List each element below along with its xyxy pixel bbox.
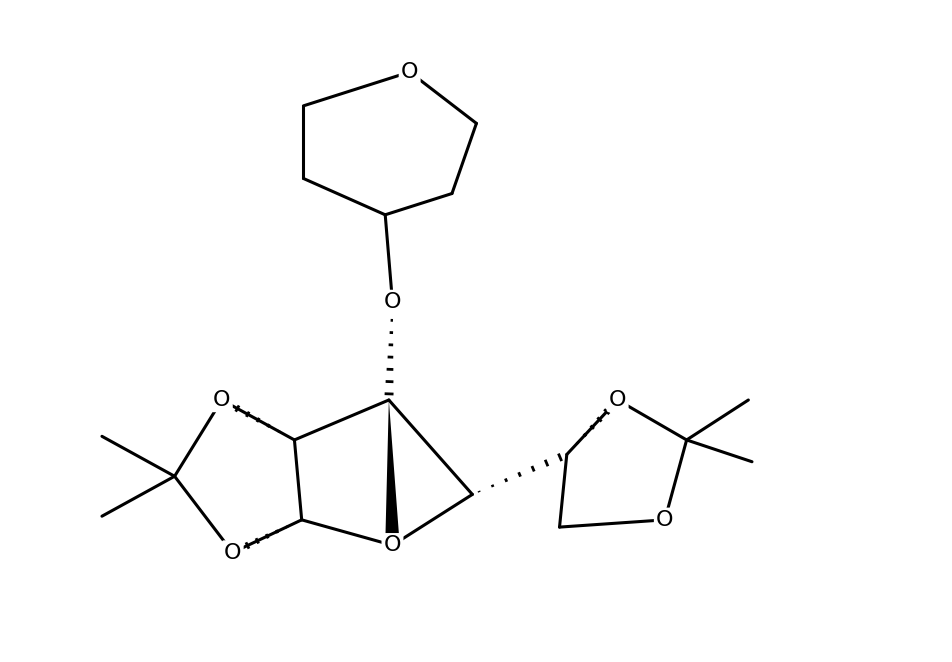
Text: O: O xyxy=(401,62,418,82)
Text: O: O xyxy=(656,510,674,530)
Text: O: O xyxy=(384,536,401,555)
Polygon shape xyxy=(386,400,400,545)
Text: O: O xyxy=(213,390,230,410)
Text: O: O xyxy=(384,292,401,312)
Text: O: O xyxy=(609,390,626,410)
Text: O: O xyxy=(224,543,242,563)
